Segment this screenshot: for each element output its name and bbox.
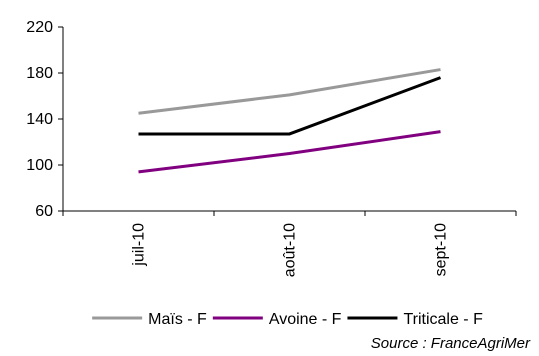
x-tick-label: juil-10 <box>131 223 148 267</box>
legend-label: Triticale - F <box>403 311 483 328</box>
y-tick-label: 220 <box>26 19 53 36</box>
series-line <box>138 76 442 136</box>
y-tick-label: 180 <box>26 65 53 82</box>
series-line <box>138 68 441 115</box>
axes: 60 100 140 180 220 juil-10 août-10 sept-10 <box>26 19 517 277</box>
x-tick-label: sept-10 <box>433 223 450 276</box>
y-tick-label: 100 <box>26 157 53 174</box>
legend-label: Maïs - F <box>148 311 207 328</box>
legend-label: Avoine - F <box>269 311 342 328</box>
source-note: Source : FranceAgriMer <box>371 335 531 352</box>
x-tick-label: août-10 <box>282 223 299 277</box>
series-line <box>138 130 441 174</box>
series-lines <box>138 68 442 174</box>
y-tick-label: 60 <box>35 203 53 220</box>
y-tick-label: 140 <box>26 111 53 128</box>
legend: Maïs - F Avoine - F Triticale - F <box>92 311 483 328</box>
